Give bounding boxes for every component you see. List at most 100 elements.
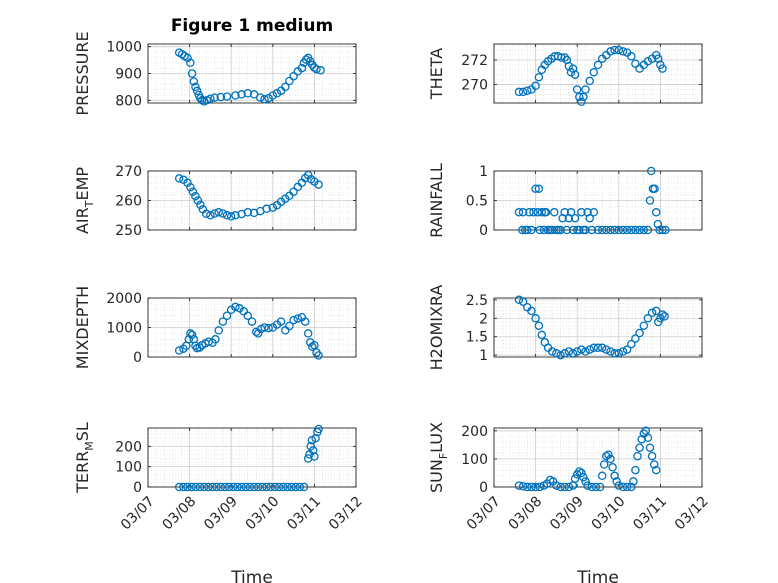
data-series (174, 302, 323, 360)
data-point (268, 203, 278, 212)
y-axis-label-rest: EMP (73, 167, 92, 201)
data-point (187, 482, 196, 492)
data-point (653, 219, 663, 229)
y-axis-label: TERRMSL (73, 422, 96, 494)
data-point (312, 64, 321, 74)
y-tick-label: 1.5 (466, 330, 488, 346)
data-point (622, 225, 632, 235)
x-axis-label: Time (576, 568, 619, 583)
y-axis-label: H2OMIXRA (427, 285, 446, 371)
data-point (581, 477, 590, 486)
y-tick-label: 0 (479, 480, 488, 496)
data-point (643, 433, 653, 443)
x-tick-label: 03/11 (284, 493, 324, 533)
data-point (535, 482, 545, 492)
data-point (564, 347, 574, 356)
data-point (514, 481, 524, 490)
data-point (195, 343, 204, 352)
plot-area (148, 428, 356, 487)
y-tick-label: 0.5 (466, 194, 488, 210)
data-point (179, 344, 188, 353)
data-point (264, 323, 273, 333)
x-tick-label: 03/12 (672, 493, 712, 533)
y-axis-label-rest: SL (73, 422, 92, 441)
data-point (174, 174, 184, 183)
y-tick-label: 0 (479, 223, 488, 239)
data-series (174, 424, 323, 492)
y-axis-label: AIRTEMP (73, 167, 96, 234)
data-point (214, 326, 223, 335)
data-point (547, 225, 557, 235)
y-axis-label: THETA (427, 48, 446, 100)
data-point (604, 450, 613, 459)
data-point (212, 482, 221, 492)
data-point (523, 482, 532, 492)
data-point (647, 451, 657, 461)
data-point (514, 295, 524, 305)
data-point (645, 196, 655, 205)
data-point (602, 345, 611, 354)
data-point (270, 482, 280, 492)
data-point (226, 212, 236, 221)
data-point (276, 317, 286, 326)
y-axis-label-subscript: F (437, 453, 450, 459)
data-point (658, 225, 667, 235)
data-point (314, 351, 323, 360)
data-point (585, 345, 594, 354)
data-point (218, 209, 228, 218)
data-point (289, 71, 298, 81)
data-point (216, 92, 226, 102)
data-point (268, 323, 278, 332)
data-point (174, 482, 184, 492)
data-point (651, 208, 661, 217)
data-point (264, 93, 273, 103)
y-axis-label-main: TERR (73, 451, 92, 494)
data-point (531, 81, 540, 91)
data-point (631, 334, 640, 343)
data-point (266, 482, 275, 492)
data-point (237, 90, 246, 99)
data-point (570, 70, 580, 79)
data-point (579, 472, 588, 482)
data-point (174, 346, 184, 355)
data-point (314, 180, 323, 189)
data-point (556, 482, 565, 492)
data-series (514, 166, 670, 235)
data-series (514, 426, 661, 492)
data-point (635, 225, 644, 235)
data-point (602, 451, 611, 461)
data-point (258, 482, 267, 492)
subplot-7: 0 100 200 03/07 03/08 03/09 03/10 03/11 03/12 TER… (73, 422, 366, 583)
data-point (208, 482, 217, 492)
data-point (285, 321, 294, 331)
y-axis-label: MIXDEPTH (73, 286, 92, 369)
data-point (191, 482, 201, 492)
data-point (316, 66, 325, 75)
y-axis-label-main: SUN (427, 459, 446, 493)
data-series (174, 48, 325, 106)
x-tick-label: 03/07 (118, 493, 158, 533)
data-point (518, 297, 528, 306)
data-point (570, 474, 580, 483)
data-point (577, 468, 586, 478)
data-point (627, 339, 636, 349)
data-point (535, 225, 545, 235)
data-point (597, 225, 607, 235)
data-point (575, 92, 584, 102)
data-point (633, 451, 642, 461)
data-point (289, 315, 298, 325)
data-point (568, 349, 578, 358)
data-point (243, 89, 253, 98)
data-point (585, 213, 594, 223)
subplot-1: 800 900 1000 PRESSURE Figure 1 medium (73, 16, 357, 116)
y-tick-label: 0 (133, 350, 142, 366)
data-point (518, 225, 527, 235)
data-point (631, 465, 640, 475)
data-point (187, 69, 197, 78)
data-point (293, 314, 303, 323)
y-axis-label-rest: LUX (427, 422, 446, 453)
y-tick-label: 1 (479, 164, 488, 180)
data-point (216, 482, 226, 492)
data-point (222, 92, 232, 101)
data-point (204, 482, 213, 492)
